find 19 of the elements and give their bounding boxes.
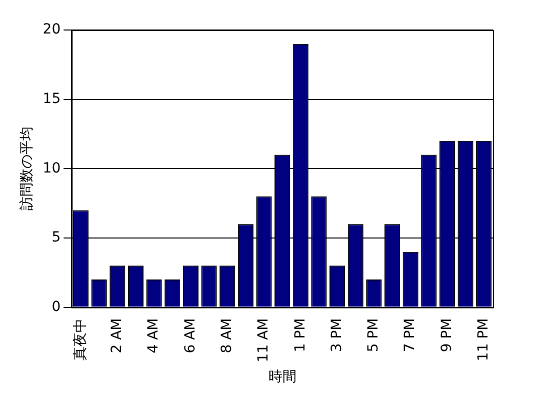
x-tick-label: 6 AM bbox=[182, 318, 198, 354]
x-tick-label: 8 AM bbox=[218, 318, 235, 354]
y-tick-label: 0 bbox=[52, 298, 61, 315]
x-tick-label: 4 AM bbox=[146, 318, 162, 354]
y-tick-label: 10 bbox=[42, 160, 61, 176]
x-tick-label: 9 PM bbox=[438, 318, 455, 352]
x-tick-label: 3 PM bbox=[328, 318, 345, 352]
x-tick-label: 11 AM bbox=[256, 318, 272, 362]
x-axis-title: 時間 bbox=[268, 369, 296, 386]
y-tick-label: 15 bbox=[42, 90, 61, 107]
x-tick-label: 1 PM bbox=[292, 318, 308, 352]
x-tick-label: 7 PM bbox=[402, 318, 418, 352]
y-tick-label: 5 bbox=[52, 230, 61, 246]
y-tick-label: 20 bbox=[42, 22, 61, 38]
x-tick-label: 真夜中 bbox=[72, 318, 88, 360]
x-tick-label: 5 PM bbox=[366, 318, 382, 352]
x-tick-label: 11 PM bbox=[475, 318, 492, 362]
y-axis-title: 訪問数の平均 bbox=[19, 126, 36, 211]
x-tick-label: 2 AM bbox=[109, 318, 126, 354]
